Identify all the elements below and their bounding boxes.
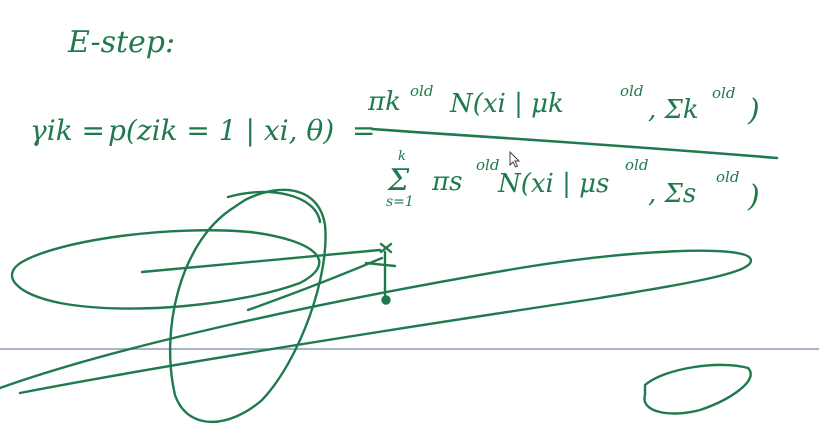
fraction-bar xyxy=(370,127,779,160)
ellipse-small xyxy=(643,363,752,415)
numerator-pi: πk xyxy=(367,87,401,117)
ellipse-loop xyxy=(226,190,322,224)
gaussian-ellipses xyxy=(0,188,753,424)
numerator-close: ) xyxy=(747,93,760,128)
marker-x-2 xyxy=(379,242,393,254)
sum-lower-limit: s=1 xyxy=(386,194,414,210)
tick-near-marker xyxy=(364,261,397,268)
denominator-sigma: , Σs xyxy=(648,179,696,209)
marker-dot xyxy=(381,295,391,305)
denominator-normal: N(xi | μs xyxy=(497,169,609,199)
denominator-close: ) xyxy=(747,179,760,214)
equals-sign: = xyxy=(352,114,375,147)
sum-upper-limit: k xyxy=(398,149,406,164)
numerator-sigma: , Σk xyxy=(648,95,699,125)
numerator-mu-old: old xyxy=(620,82,643,100)
ellipse-tall xyxy=(168,188,327,424)
denominator-sigma-old: old xyxy=(716,168,739,186)
sum-symbol: Σ xyxy=(387,163,410,198)
denominator-pi: πs xyxy=(431,167,462,197)
denominator-mu-old: old xyxy=(625,156,648,174)
numerator-normal: N(xi | μk xyxy=(449,89,564,119)
ellipse-long xyxy=(0,249,753,395)
posterior-prob: p(zik = 1 | xi, θ) xyxy=(108,114,334,147)
numerator-pi-old: old xyxy=(410,82,433,100)
line-mid xyxy=(246,256,384,312)
numerator-sigma-old: old xyxy=(712,84,735,102)
line-upper xyxy=(140,248,382,274)
denominator-pi-old: old xyxy=(476,156,499,174)
gamma-lhs: γik = xyxy=(30,114,105,147)
ellipse-left xyxy=(10,229,321,310)
heading-estep: E-step: xyxy=(67,25,175,60)
arrow-cursor-icon xyxy=(509,150,521,168)
sketch-lines xyxy=(140,242,397,312)
handwritten-text: E-step: γik = p(zik = 1 | xi, θ) = πk ol… xyxy=(30,25,760,214)
